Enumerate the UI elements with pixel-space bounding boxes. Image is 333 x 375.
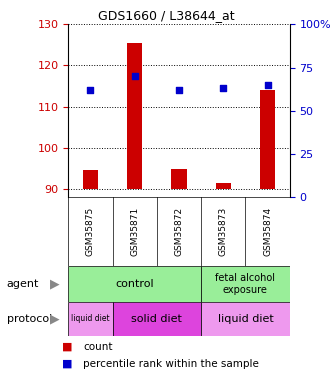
Text: GDS1660 / L38644_at: GDS1660 / L38644_at bbox=[98, 9, 235, 22]
Text: GSM35875: GSM35875 bbox=[86, 207, 95, 256]
Point bbox=[221, 85, 226, 91]
Text: GSM35872: GSM35872 bbox=[174, 207, 183, 256]
Bar bbox=[113, 302, 201, 336]
Bar bbox=[215, 183, 231, 189]
Text: count: count bbox=[83, 342, 113, 352]
Text: control: control bbox=[116, 279, 154, 289]
Bar bbox=[171, 169, 187, 189]
Point bbox=[132, 73, 138, 79]
Bar bbox=[68, 302, 113, 336]
Bar bbox=[201, 266, 290, 302]
Text: agent: agent bbox=[7, 279, 39, 289]
Text: ▶: ▶ bbox=[50, 312, 60, 325]
Bar bbox=[260, 90, 275, 189]
Text: percentile rank within the sample: percentile rank within the sample bbox=[83, 359, 259, 369]
Text: solid diet: solid diet bbox=[132, 314, 182, 324]
Text: GSM35873: GSM35873 bbox=[219, 207, 228, 256]
Text: ▶: ▶ bbox=[50, 278, 60, 291]
Text: ■: ■ bbox=[62, 359, 72, 369]
Text: fetal alcohol
exposure: fetal alcohol exposure bbox=[215, 273, 275, 295]
Text: GSM35871: GSM35871 bbox=[130, 207, 139, 256]
Bar bbox=[127, 43, 143, 189]
Text: liquid diet: liquid diet bbox=[217, 314, 273, 324]
Bar bbox=[83, 170, 98, 189]
Text: liquid diet: liquid diet bbox=[71, 314, 110, 323]
Bar bbox=[201, 302, 290, 336]
Point bbox=[176, 87, 182, 93]
Point bbox=[88, 87, 93, 93]
Text: ■: ■ bbox=[62, 342, 72, 352]
Point bbox=[265, 82, 270, 88]
Text: protocol: protocol bbox=[7, 314, 52, 324]
Bar bbox=[68, 266, 201, 302]
Text: GSM35874: GSM35874 bbox=[263, 207, 272, 256]
